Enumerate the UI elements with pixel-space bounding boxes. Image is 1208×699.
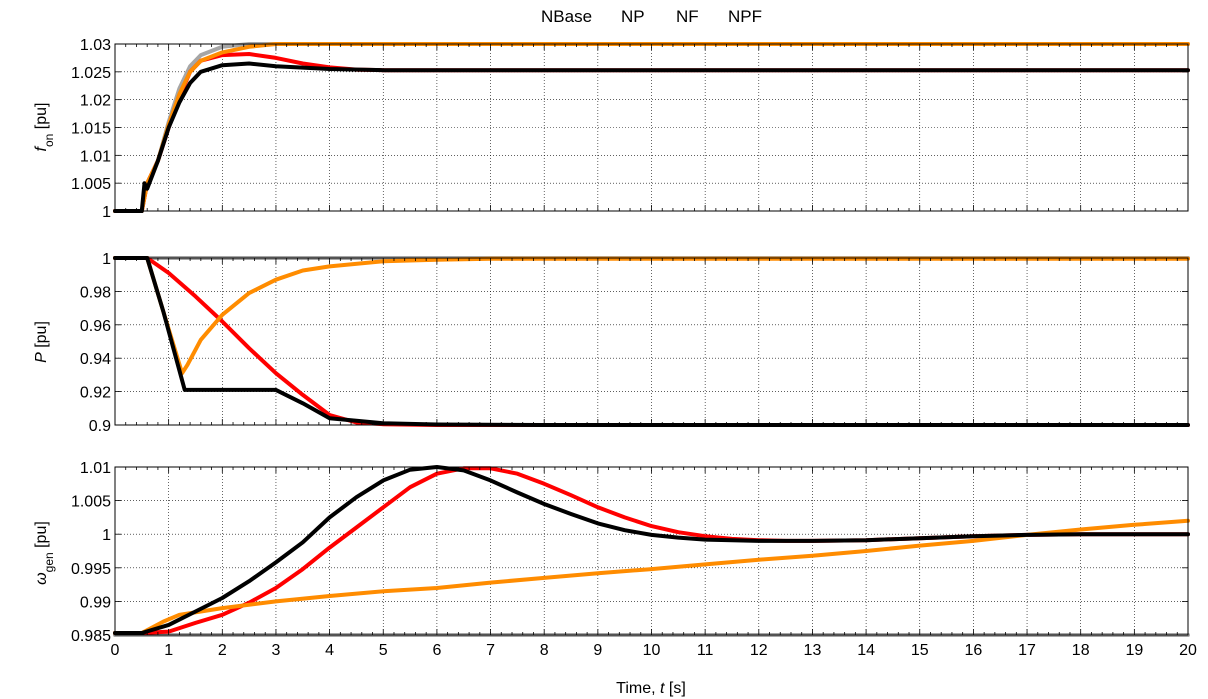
x-tick-label: 17 xyxy=(1018,642,1036,659)
panel-power: P [pu] 0.9 0.92 0.94 0.96 0.98 1 xyxy=(33,251,1190,435)
y-tick-label: 1 xyxy=(102,204,111,221)
y-tick-label: 0.99 xyxy=(80,594,111,611)
x-tick-label: 6 xyxy=(432,642,441,659)
x-tick-label: 20 xyxy=(1179,642,1197,659)
x-tick-label: 11 xyxy=(697,642,714,659)
x-tick-label: 12 xyxy=(750,642,768,659)
x-tick-label: 10 xyxy=(643,642,661,659)
x-tick-label: 7 xyxy=(486,642,495,659)
series-line-npf xyxy=(113,61,1190,213)
y-axis-label-power: P [pu] xyxy=(33,321,50,363)
x-tick-label: 16 xyxy=(965,642,983,659)
legend-item-np: NP xyxy=(621,7,645,26)
y-tick-label: 0.985 xyxy=(71,628,111,645)
y-tick-label: 0.94 xyxy=(80,351,111,368)
plot-area xyxy=(113,256,1190,427)
x-tick-label: 0 xyxy=(111,642,120,659)
y-tick-label: 1.01 xyxy=(80,460,111,477)
y-tick-label: 0.98 xyxy=(80,284,111,301)
plot-area xyxy=(113,42,1190,213)
y-tick-label: 1.005 xyxy=(71,176,111,193)
x-tick-label: 13 xyxy=(804,642,822,659)
x-tick-label: 8 xyxy=(540,642,549,659)
y-tick-label: 0.96 xyxy=(80,318,111,335)
x-axis-label: Time, t [s] xyxy=(616,680,686,697)
panel-frequency: fon [pu] 1 1.005 1.01 1.015 1.02 1.025 1.03 xyxy=(33,37,1190,221)
y-tick-label: 1.01 xyxy=(80,148,111,165)
y-axis-label-generator-speed: ωgen [pu] xyxy=(33,521,56,585)
x-tick-label: 15 xyxy=(911,642,929,659)
x-tick-label: 2 xyxy=(218,642,227,659)
y-tick-label: 1 xyxy=(102,251,111,268)
y-tick-label: 0.92 xyxy=(80,385,111,402)
legend-item-npf: NPF xyxy=(728,7,762,26)
series-line-npf xyxy=(113,465,1190,635)
y-tick-label: 1.005 xyxy=(71,494,111,511)
x-tick-label: 3 xyxy=(271,642,280,659)
legend: NBase NP NF NPF xyxy=(541,7,762,26)
legend-item-nbase: NBase xyxy=(541,7,592,26)
x-tick-label: 14 xyxy=(857,642,875,659)
x-tick-label: 1 xyxy=(164,642,173,659)
x-tick-label: 4 xyxy=(325,642,334,659)
y-tick-label: 0.9 xyxy=(89,418,111,435)
legend-item-nf: NF xyxy=(676,7,699,26)
y-tick-label: 1.015 xyxy=(71,121,111,138)
y-axis-label-frequency: fon [pu] xyxy=(33,103,56,152)
y-tick-label: 1.03 xyxy=(80,37,111,54)
y-tick-label: 0.995 xyxy=(71,561,111,578)
y-tick-label: 1.025 xyxy=(71,65,111,82)
x-tick-label: 5 xyxy=(379,642,388,659)
plot-area xyxy=(113,465,1190,637)
x-tick-label: 19 xyxy=(1125,642,1143,659)
x-tick-label: 9 xyxy=(593,642,602,659)
y-tick-label: 1 xyxy=(102,527,111,544)
x-tick-label: 18 xyxy=(1072,642,1090,659)
y-tick-label: 1.02 xyxy=(80,93,111,110)
